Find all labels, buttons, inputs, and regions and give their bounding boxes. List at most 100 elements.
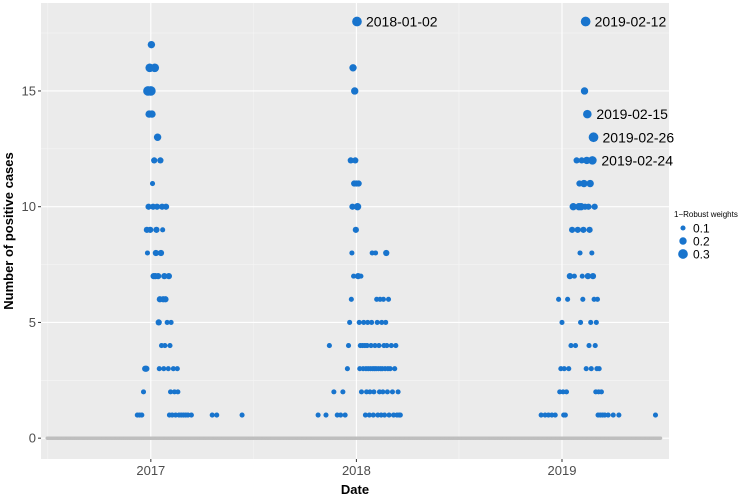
data-point [389,389,396,395]
y-tick-label: 0 [29,431,36,446]
data-point [568,343,574,349]
x-tick-label: 2017 [136,463,165,478]
x-axis-ticks: 2017 2018 2019 [136,459,576,478]
data-point [214,412,220,418]
data-point [369,319,375,325]
data-point [580,179,588,188]
data-point [362,412,368,418]
data-point [579,273,585,279]
data-point [379,319,385,325]
data-point [563,389,570,395]
data-point [153,133,162,141]
data-point [344,366,350,372]
data-point [144,250,151,256]
legend-label: 0.2 [693,235,710,249]
data-point [583,109,592,119]
data-point [571,273,577,279]
data-point [358,273,364,279]
point-annotation: 2018-01-02 [366,14,438,30]
y-axis-ticks: 0 5 10 15 [22,83,41,446]
data-point [580,87,589,95]
data-point [174,366,180,372]
data-point [355,180,362,187]
data-point [583,366,589,372]
point-annotation: 2019-02-24 [601,152,673,168]
legend-label: 0.3 [693,248,710,262]
data-point [393,343,399,349]
data-point [326,343,332,349]
data-point [605,412,611,418]
data-point [162,296,169,303]
data-point [148,110,156,118]
data-point [152,249,160,257]
data-point [143,365,150,372]
x-tick-label: 2019 [548,463,577,478]
data-point [145,203,152,210]
x-tick-label: 2018 [342,463,371,478]
y-axis-title: Number of positive cases [1,152,16,310]
data-point [167,343,173,349]
annotations: 2018-01-02 2019-02-12 2019-02-15 2019-02-26… [366,14,674,169]
data-point [150,63,160,73]
data-point [161,273,168,280]
data-point [160,227,166,233]
data-point [586,179,594,188]
data-point [589,250,595,256]
data-point [368,343,374,349]
data-point [157,249,165,257]
data-point [652,412,659,418]
data-point [591,203,598,210]
minor-gridlines [41,3,669,459]
data-point [153,203,161,210]
data-point [162,203,170,210]
data-point [383,249,390,257]
data-point [580,226,587,233]
data-point [147,226,154,233]
data-point [164,319,170,325]
data-point [384,389,390,395]
data-point [351,87,359,95]
point-annotation: 2019-02-15 [596,106,668,122]
data-point [586,226,593,233]
data-point [347,319,353,325]
data-point [162,343,168,349]
plot-panel: 2018-01-02 2019-02-12 2019-02-15 2019-02-26… [41,3,674,459]
data-point [578,319,584,325]
data-point [585,203,592,210]
data-point [370,412,376,418]
data-point [155,273,162,280]
legend-key [678,249,688,259]
data-point [580,296,586,302]
data-point [153,226,160,233]
data-point [188,412,194,418]
data-point [574,226,581,233]
data-point [384,343,390,349]
data-point [569,202,577,211]
data-point [610,412,616,418]
data-point [356,319,362,325]
data-point [145,86,156,96]
data-point [315,412,321,418]
data-point [593,319,599,325]
data-point [380,296,386,302]
data-point [348,296,354,302]
data-point [392,366,398,372]
data-point [598,389,604,395]
data-point [239,412,245,418]
data-point [596,366,602,372]
data-point [168,319,174,325]
data-point [147,40,156,49]
data-point [382,412,388,418]
data-point [358,389,365,395]
legend-label: 0.1 [693,222,710,236]
data-point [349,203,356,210]
data-point [594,296,601,302]
data-point [156,366,162,372]
data-point [566,273,573,280]
data-point [568,226,576,233]
data-point [331,389,337,395]
data-point [209,412,215,418]
data-point [345,343,352,349]
data-point [365,319,371,325]
data-point [140,389,147,395]
